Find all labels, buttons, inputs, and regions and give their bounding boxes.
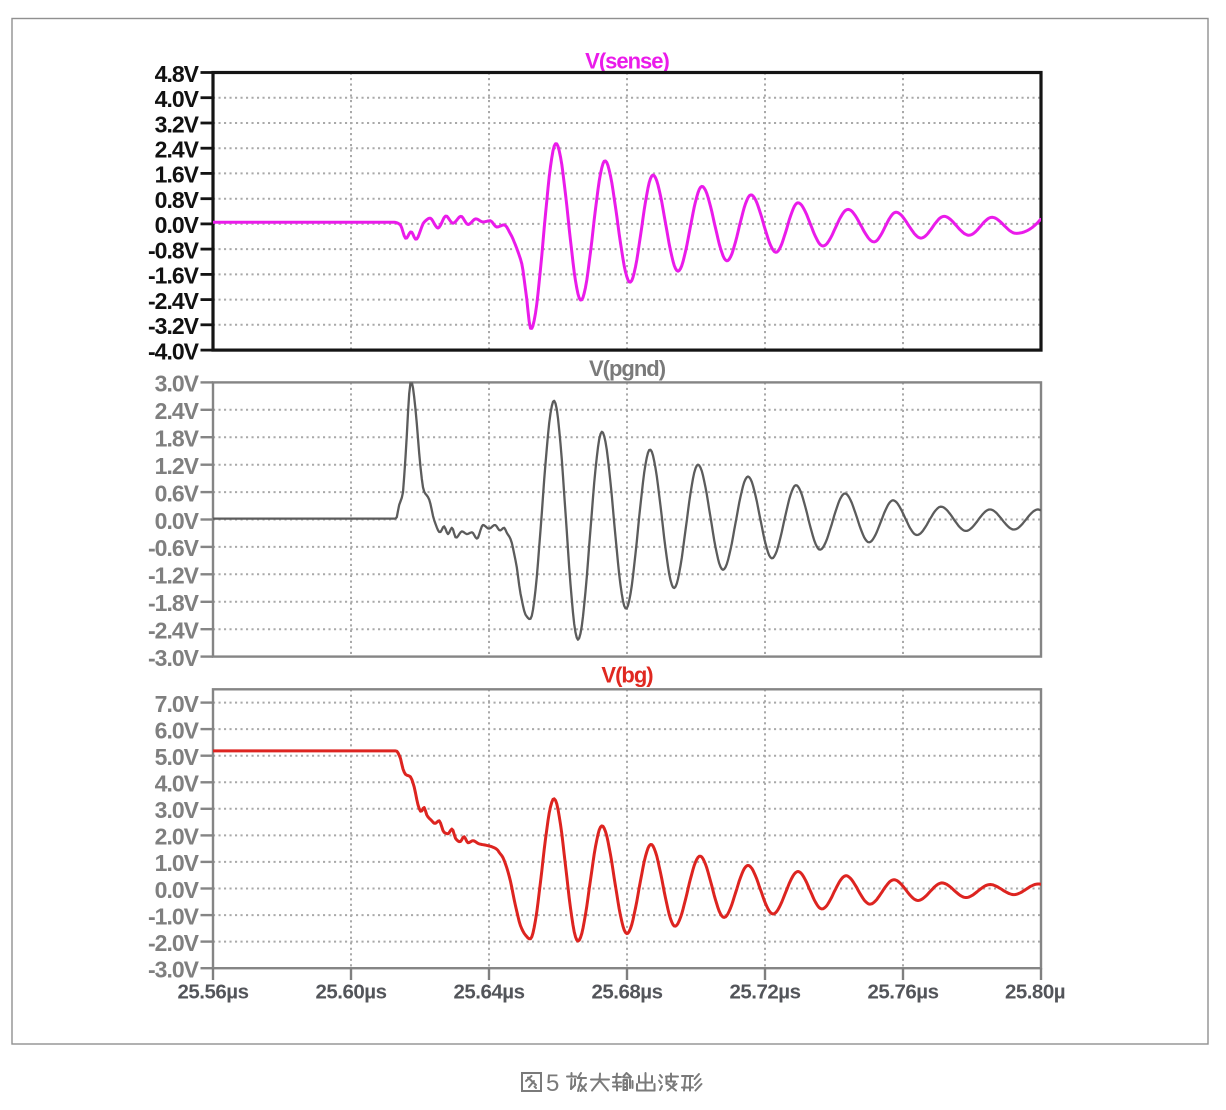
svg-text:1.6V: 1.6V: [155, 162, 200, 188]
svg-text:2.4V: 2.4V: [155, 137, 200, 163]
svg-text:4.8V: 4.8V: [155, 61, 200, 87]
svg-text:1.8V: 1.8V: [155, 426, 200, 452]
svg-text:25.64µs: 25.64µs: [453, 980, 524, 1003]
svg-text:6.0V: 6.0V: [155, 717, 200, 743]
svg-text:V(bg): V(bg): [601, 663, 653, 688]
svg-text:-0.6V: -0.6V: [148, 535, 200, 561]
svg-text:-1.8V: -1.8V: [148, 590, 200, 616]
svg-text:25.60µs: 25.60µs: [315, 980, 386, 1003]
svg-text:-1.6V: -1.6V: [148, 263, 200, 289]
svg-text:0.0V: 0.0V: [155, 508, 200, 534]
svg-text:5.0V: 5.0V: [155, 744, 200, 770]
svg-text:5: 5: [546, 1070, 559, 1097]
svg-text:25.68µs: 25.68µs: [591, 980, 662, 1003]
svg-text:1.2V: 1.2V: [155, 453, 200, 479]
svg-text:-0.8V: -0.8V: [148, 237, 200, 263]
svg-text:-1.0V: -1.0V: [148, 903, 200, 929]
svg-text:25.76µs: 25.76µs: [867, 980, 938, 1003]
svg-text:0.8V: 0.8V: [155, 187, 200, 213]
svg-text:-4.0V: -4.0V: [148, 338, 200, 364]
svg-text:25.80µ: 25.80µ: [1005, 980, 1065, 1003]
svg-text:V(pgnd): V(pgnd): [589, 356, 666, 381]
svg-text:-2.4V: -2.4V: [148, 288, 200, 314]
svg-text:V(sense): V(sense): [585, 49, 669, 74]
svg-text:-2.4V: -2.4V: [148, 618, 200, 644]
svg-text:0.0V: 0.0V: [155, 877, 200, 903]
svg-text:-3.2V: -3.2V: [148, 313, 200, 339]
svg-text:4.0V: 4.0V: [155, 771, 200, 797]
svg-text:2.4V: 2.4V: [155, 398, 200, 424]
svg-text:3.0V: 3.0V: [155, 797, 200, 823]
svg-text:3.2V: 3.2V: [155, 111, 200, 137]
svg-text:0.0V: 0.0V: [155, 212, 200, 238]
svg-text:4.0V: 4.0V: [155, 86, 200, 112]
svg-text:-3.0V: -3.0V: [148, 957, 200, 983]
svg-text:-2.0V: -2.0V: [148, 930, 200, 956]
svg-text:25.72µs: 25.72µs: [729, 980, 800, 1003]
svg-text:0.6V: 0.6V: [155, 480, 200, 506]
svg-text:2.0V: 2.0V: [155, 824, 200, 850]
svg-text:-1.2V: -1.2V: [148, 563, 200, 589]
svg-text:25.56µs: 25.56µs: [177, 980, 248, 1003]
svg-text:-3.0V: -3.0V: [148, 645, 200, 671]
svg-text:7.0V: 7.0V: [155, 691, 200, 717]
svg-text:1.0V: 1.0V: [155, 850, 200, 876]
svg-text:3.0V: 3.0V: [155, 371, 200, 397]
